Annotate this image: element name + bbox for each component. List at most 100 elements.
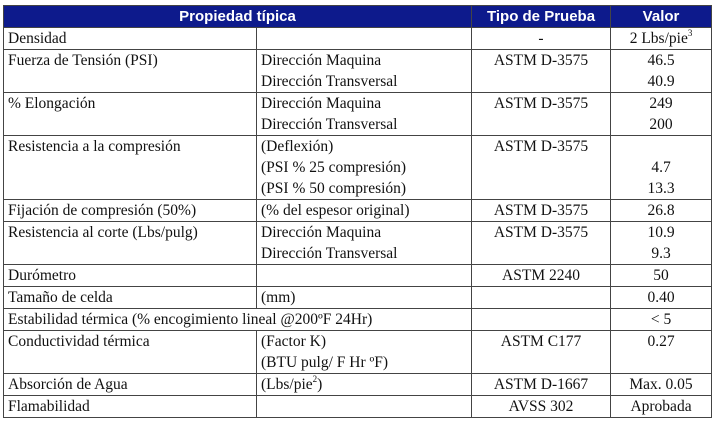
- condition-label: Dirección Transversal: [261, 73, 398, 90]
- test-cell: ASTM D-1667: [471, 373, 612, 396]
- value-cell: Aprobada: [610, 395, 713, 418]
- condition-label: (% del espesor original): [261, 202, 410, 219]
- value-cell: 50: [610, 264, 713, 287]
- value-text: 40.9: [647, 73, 675, 90]
- property-cell: Estabilidad térmica (% encogimiento line…: [2, 308, 473, 331]
- property-cell: Fijación de compresión (50%): [3, 199, 257, 222]
- property-label: Tamaño de celda: [8, 289, 113, 306]
- condition-cell: (Factor K) (BTU pulg/ F Hr ºF): [255, 330, 473, 374]
- value-superscript: 3: [687, 27, 693, 38]
- condition-cell: Dirección Maquina Dirección Transversal: [255, 221, 473, 265]
- condition-label: (PSI % 50 compresión): [261, 180, 407, 197]
- value-text: 9.3: [651, 245, 671, 262]
- value-text: 249: [649, 95, 673, 112]
- condition-label: (Factor K): [261, 333, 326, 350]
- properties-table: Propiedad típica Tipo de Prueba Valor De…: [2, 5, 713, 418]
- property-label: Resistencia a la compresión: [8, 138, 181, 155]
- property-label: Resistencia al corte (Lbs/pulg): [8, 224, 198, 241]
- condition-label: (Lbs/pie: [261, 376, 313, 393]
- header-row: Propiedad típica Tipo de Prueba Valor: [2, 5, 713, 28]
- value-cell: 10.9 9.3: [610, 221, 713, 265]
- value-text: Aprobada: [630, 398, 692, 415]
- value-cell: 249 200: [610, 92, 713, 136]
- value-cell: < 5: [610, 308, 713, 331]
- test-cell: ASTM C177: [471, 330, 612, 374]
- value-cell: 26.8: [610, 199, 713, 222]
- test-cell: [471, 308, 612, 331]
- test-cell: ASTM D-3575: [471, 199, 612, 222]
- property-cell: Densidad: [3, 27, 257, 50]
- value-text: 26.8: [647, 202, 675, 219]
- value-text: [615, 352, 707, 373]
- property-label: Absorción de Agua: [8, 376, 128, 393]
- value-text: 4.7: [651, 159, 671, 176]
- value-cell: 46.5 40.9: [610, 49, 713, 93]
- condition-cell: [255, 395, 473, 418]
- condition-cell: (Deflexión) (PSI % 25 compresión) (PSI %…: [255, 135, 473, 200]
- value-text: Max. 0.05: [629, 376, 693, 393]
- value-cell: 0.40: [610, 286, 713, 309]
- property-label: Fijación de compresión (50%): [8, 202, 197, 219]
- value-text: < 5: [650, 311, 672, 328]
- table-row: Fijación de compresión (50%) (% del espe…: [3, 199, 713, 222]
- table-row: Absorción de Agua (Lbs/pie2) ASTM D-1667…: [3, 373, 713, 396]
- condition-cell: [255, 27, 473, 50]
- table-row: Durómetro ASTM 2240 50: [3, 264, 713, 287]
- property-label: % Elongación: [8, 95, 96, 112]
- test-cell: -: [471, 27, 612, 50]
- condition-tail: ): [317, 376, 323, 393]
- table-row: Densidad - 2 Lbs/pie3: [3, 27, 713, 50]
- value-text: 0.40: [647, 289, 675, 306]
- property-cell: Durómetro: [3, 264, 257, 287]
- property-cell: % Elongación: [3, 92, 257, 136]
- table-row: Flamabilidad AVSS 302 Aprobada: [3, 395, 713, 418]
- property-cell: Resistencia al corte (Lbs/pulg): [3, 221, 257, 265]
- property-label: Fuerza de Tensión (PSI): [8, 52, 158, 69]
- condition-superscript: 2: [312, 373, 318, 384]
- condition-label: (PSI % 25 compresión): [261, 159, 407, 176]
- value-cell: Max. 0.05: [610, 373, 713, 396]
- property-label: Flamabilidad: [8, 398, 90, 415]
- value-text: 46.5: [647, 52, 675, 69]
- table-row: Fuerza de Tensión (PSI) Dirección Maquin…: [3, 49, 713, 93]
- table-row: % Elongación Dirección Maquina Dirección…: [3, 92, 713, 136]
- test-cell: AVSS 302: [471, 395, 612, 418]
- condition-cell: Dirección Maquina Dirección Transversal: [255, 92, 473, 136]
- condition-label: Dirección Maquina: [261, 95, 382, 112]
- value-text: 13.3: [647, 180, 675, 197]
- value-text: 50: [653, 267, 669, 284]
- property-cell: Absorción de Agua: [3, 373, 257, 396]
- value-cell: 2 Lbs/pie3: [610, 27, 713, 50]
- table-row: Resistencia al corte (Lbs/pulg) Direcció…: [3, 221, 713, 265]
- header-test-type: Tipo de Prueba: [471, 5, 612, 28]
- property-label: Densidad: [8, 30, 67, 47]
- value-text: 0.27: [647, 333, 675, 350]
- value-cell: 0.27: [610, 330, 713, 374]
- property-cell: Fuerza de Tensión (PSI): [3, 49, 257, 93]
- property-cell: Flamabilidad: [3, 395, 257, 418]
- test-cell: ASTM D-3575: [471, 221, 612, 265]
- value-text: 200: [649, 116, 673, 133]
- property-cell: Resistencia a la compresión: [3, 135, 257, 200]
- condition-label: Dirección Maquina: [261, 224, 382, 241]
- test-cell: [471, 286, 612, 309]
- table-row: Resistencia a la compresión (Deflexión) …: [3, 135, 713, 200]
- header-value: Valor: [610, 5, 713, 28]
- value-text: [615, 137, 707, 158]
- condition-cell: (Lbs/pie2): [255, 373, 473, 396]
- condition-label: (mm): [261, 289, 296, 306]
- value-cell: 4.7 13.3: [610, 135, 713, 200]
- table-row: Tamaño de celda (mm) 0.40: [3, 286, 713, 309]
- condition-label: (BTU pulg/ F Hr ºF): [261, 354, 389, 371]
- condition-cell: (mm): [255, 286, 473, 309]
- table-row: Estabilidad térmica (% encogimiento line…: [2, 308, 713, 331]
- test-cell: ASTM D-3575: [471, 135, 612, 200]
- property-label: Estabilidad térmica (% encogimiento line…: [8, 311, 373, 328]
- header-property: Propiedad típica: [2, 5, 473, 28]
- test-cell: ASTM D-3575: [471, 92, 612, 136]
- value-text: 10.9: [647, 224, 675, 241]
- property-cell: Tamaño de celda: [3, 286, 257, 309]
- table-row: Conductividad térmica (Factor K) (BTU pu…: [3, 330, 713, 374]
- value-text: 2 Lbs/pie: [629, 30, 688, 47]
- condition-cell: Dirección Maquina Dirección Transversal: [255, 49, 473, 93]
